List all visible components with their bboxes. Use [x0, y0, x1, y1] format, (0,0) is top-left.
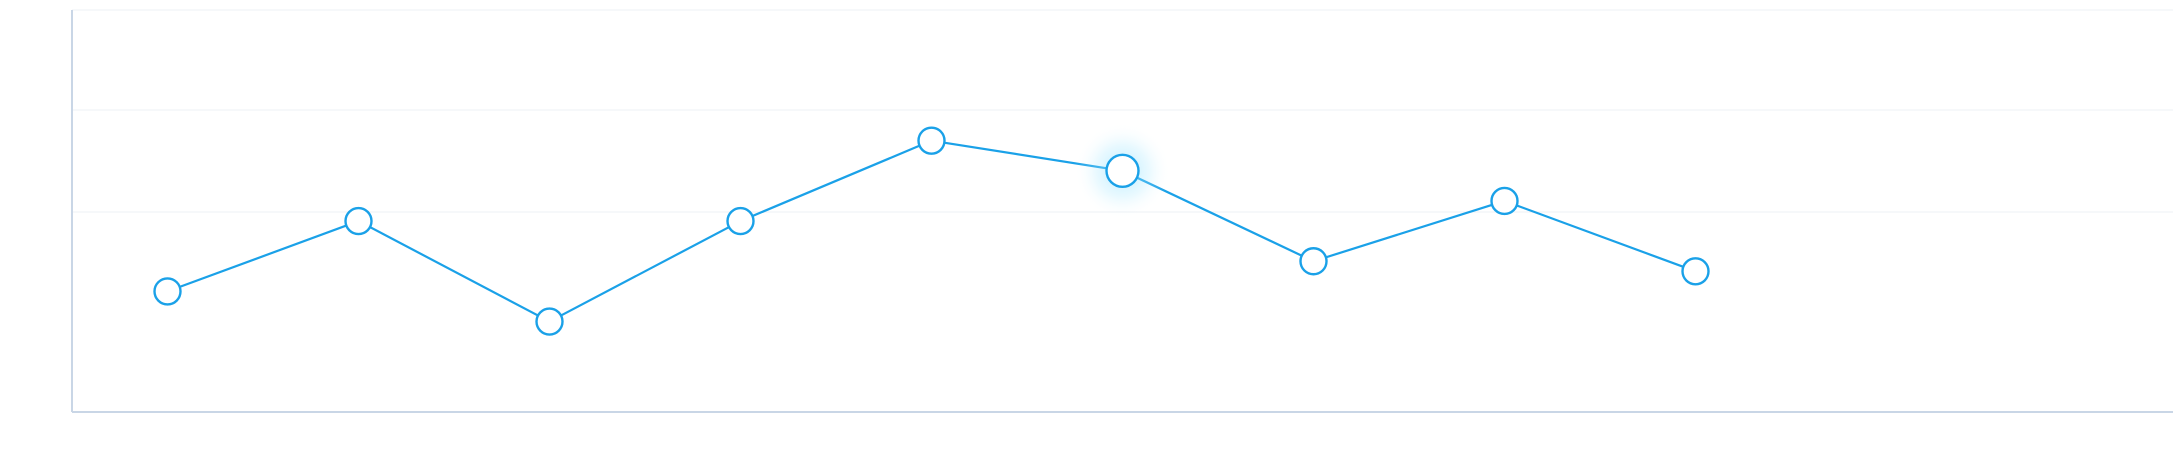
data-point-2[interactable] [344, 206, 373, 236]
data-point-4[interactable] [726, 206, 755, 236]
series-line-0 [166, 139, 1697, 323]
data-point-8[interactable] [1490, 186, 1519, 216]
series [166, 139, 1697, 323]
data-point-7[interactable] [1299, 247, 1328, 276]
axes [71, 10, 2173, 413]
data-point-3[interactable] [535, 307, 564, 336]
data-points [153, 122, 1710, 336]
data-point-5[interactable] [917, 126, 946, 155]
data-point-6[interactable] [1105, 153, 1140, 189]
data-point-1[interactable] [153, 277, 182, 306]
data-point-9[interactable] [1681, 257, 1710, 286]
